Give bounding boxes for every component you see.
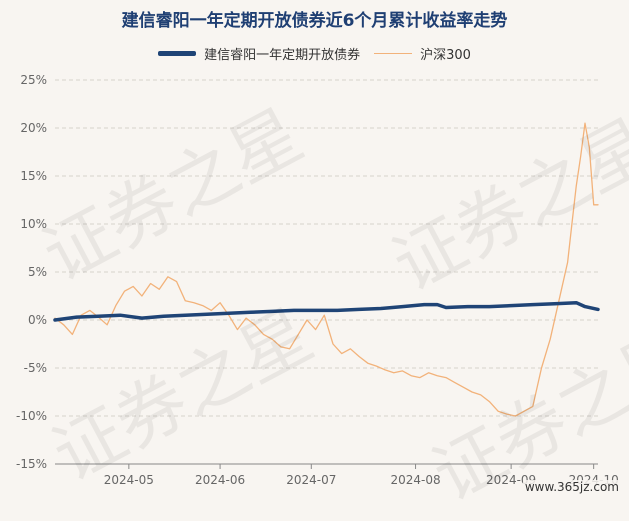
x-tick-label: 2024-08 [390, 473, 440, 487]
y-tick-label: 0% [28, 313, 47, 327]
legend-item-fund[interactable]: 建信睿阳一年定期开放债券 [158, 44, 360, 63]
y-tick-label: 25% [20, 73, 47, 87]
y-tick-label: 15% [20, 169, 47, 183]
y-tick-label: 20% [20, 121, 47, 135]
legend-swatch-fund [158, 51, 197, 56]
legend-swatch-index [374, 52, 413, 55]
grid-layer [55, 79, 598, 465]
site-watermark: www.365jz.com [522, 480, 621, 494]
chart-title: 建信睿阳一年定期开放债券近6个月累计收益率走势 [121, 11, 508, 31]
series-line-fund [53, 300, 600, 322]
legend-label-index: 沪深300 [420, 48, 471, 63]
x-tick-label: 2024-07 [286, 473, 336, 487]
x-tick-label: 2024-06 [195, 473, 245, 487]
plot-area: 25% 20% 15% 10% 5% 0% -5% -10% -15% 2024-05 2024-0… [16, 73, 619, 487]
x-tick-label: 2024-05 [104, 473, 154, 487]
legend-item-index[interactable]: 沪深300 [374, 44, 471, 63]
y-tick-label: -15% [16, 457, 47, 471]
y-tick-label: -5% [24, 361, 47, 375]
y-tick-label: -10% [16, 409, 47, 423]
series-layer [53, 122, 600, 417]
chart-root: 建信睿阳一年定期开放债券近6个月累计收益率走势 建信睿阳一年定期开放债券 沪深3… [0, 11, 629, 517]
chart-legend: 建信睿阳一年定期开放债券 沪深300 [0, 44, 629, 63]
series-line-index [54, 122, 599, 417]
axis-layer: 25% 20% 15% 10% 5% 0% -5% -10% -15% 2024-05 2024-0… [16, 73, 619, 487]
y-tick-label: 5% [28, 265, 47, 279]
y-tick-label: 10% [20, 217, 47, 231]
legend-label-fund: 建信睿阳一年定期开放债券 [204, 48, 361, 63]
